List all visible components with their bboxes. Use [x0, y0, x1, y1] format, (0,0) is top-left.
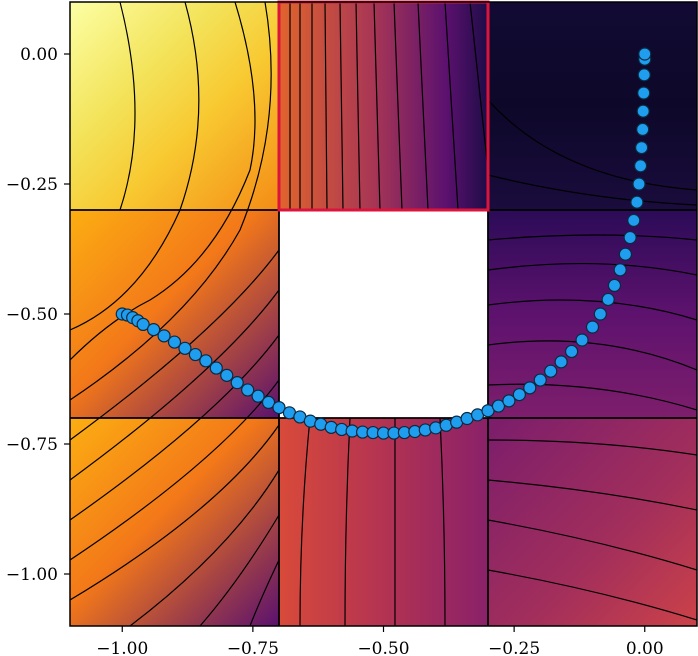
y-tick-label: 0.00 [20, 45, 58, 65]
trajectory-point [593, 307, 607, 321]
x-tick-label: −0.75 [227, 639, 279, 656]
y-tick-label: −1.00 [6, 565, 58, 585]
contour-region-bottom-center [279, 418, 488, 626]
trajectory-point [241, 383, 255, 397]
contour-region-top-left [70, 2, 279, 210]
contour-region-top-right [488, 2, 697, 210]
trajectory-point [613, 263, 627, 277]
contour-lines [70, 2, 697, 626]
trajectory-point [637, 68, 651, 82]
x-tick-label: 0.00 [626, 639, 664, 656]
x-tick-label: −1.00 [96, 639, 148, 656]
x-axis: −1.00 −0.75 −0.50 −0.25 0.00 [96, 626, 664, 656]
trajectory-point [618, 247, 633, 261]
trajectory-point [623, 230, 637, 245]
contour-region-top-center [279, 2, 488, 210]
trajectory-point [523, 381, 537, 395]
trajectory-point [136, 317, 150, 331]
trajectory [115, 47, 652, 440]
trajectory-point [209, 361, 223, 375]
contour-region-bottom-left [70, 418, 279, 626]
excluded-cell [279, 210, 488, 418]
trajectory-point [635, 141, 649, 155]
trajectory-point [601, 292, 615, 307]
trajectory-point [638, 47, 652, 61]
trajectory-point [630, 195, 644, 209]
trajectory-point [575, 333, 589, 347]
contour-region-mid-right [488, 210, 697, 418]
y-tick-label: −0.25 [6, 175, 58, 195]
y-axis: 0.00 −0.25 −0.50 −0.75 −1.00 [6, 45, 70, 585]
trajectory-point [627, 213, 641, 227]
y-tick-label: −0.75 [6, 435, 58, 455]
contour-fill [70, 2, 697, 626]
trajectory-point [607, 278, 622, 292]
trajectory-point [491, 399, 506, 413]
x-tick-label: −0.50 [357, 639, 409, 656]
trajectory-point [157, 329, 171, 343]
trajectory-point [633, 159, 648, 173]
contour-region-bottom-right [488, 418, 697, 626]
trajectory-point [188, 347, 202, 362]
trajectory-point [502, 394, 516, 408]
x-tick-label: −0.25 [488, 639, 540, 656]
trajectory-point [544, 364, 558, 378]
trajectory-point [220, 368, 234, 382]
trajectory-point [178, 341, 192, 355]
y-tick-label: −0.50 [6, 305, 58, 325]
trajectory-point [564, 344, 579, 359]
trajectory-point [199, 354, 213, 368]
trajectory-point [512, 388, 526, 402]
trajectory-point [637, 86, 651, 100]
trajectory-point [533, 373, 547, 387]
trajectory-point [636, 122, 650, 136]
trajectory-point [636, 104, 650, 118]
contour-region-mid-left [70, 210, 279, 418]
trajectory-point [632, 177, 646, 191]
trajectory-point [261, 395, 276, 409]
trajectory-point [167, 335, 182, 349]
trajectory-point [251, 389, 265, 403]
trajectory-point [272, 401, 286, 415]
trajectory-point [230, 376, 244, 390]
trajectory-point [554, 355, 568, 369]
trajectory-point [147, 323, 161, 337]
trajectory-point [585, 320, 600, 334]
